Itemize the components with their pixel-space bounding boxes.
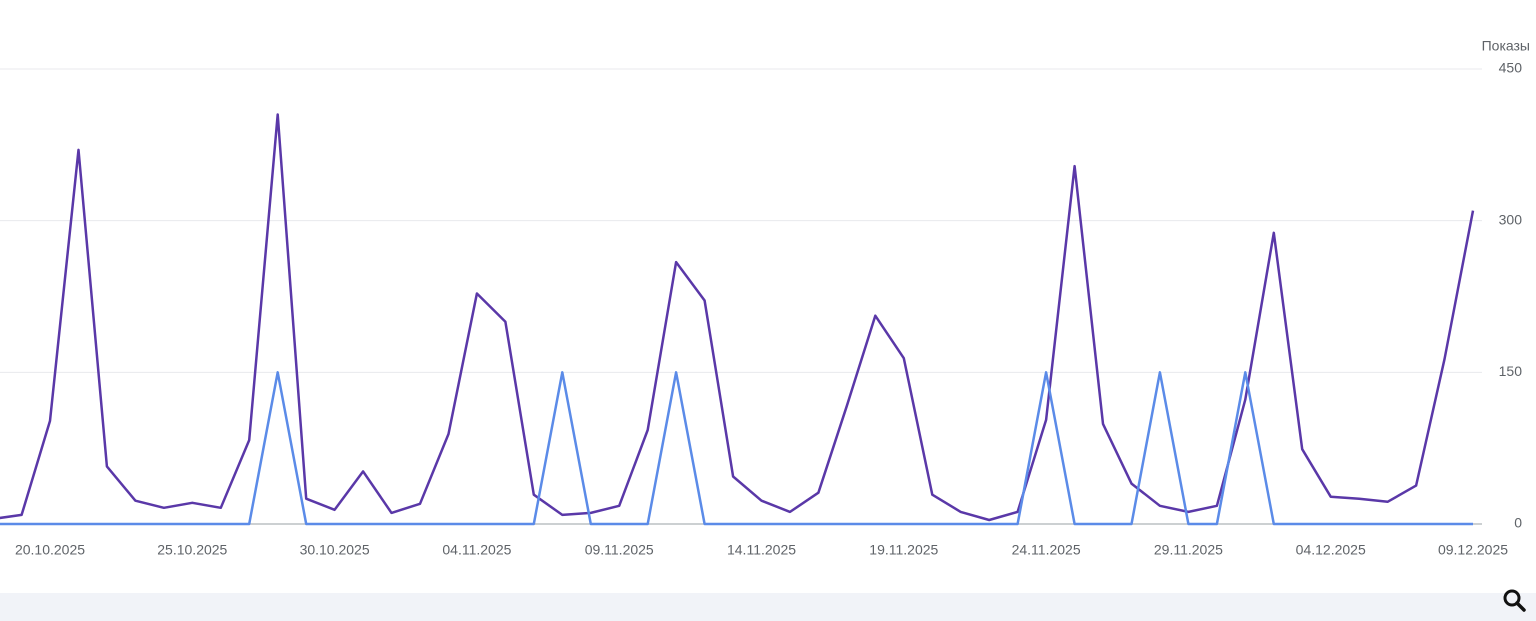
plot-area xyxy=(0,113,1475,526)
zoom-button[interactable] xyxy=(1503,589,1526,612)
y-tick-label: 450 xyxy=(1499,60,1523,76)
x-tick-label: 04.12.2025 xyxy=(1296,542,1366,558)
data-line xyxy=(0,113,1475,522)
zoom-icon-handle xyxy=(1515,601,1526,612)
x-tick-label: 29.11.2025 xyxy=(1154,542,1223,558)
y-tick-label: 0 xyxy=(1514,515,1522,531)
data-line xyxy=(0,371,1473,526)
y-tick-label: 150 xyxy=(1499,363,1523,379)
x-tick-label: 19.11.2025 xyxy=(869,542,938,558)
x-tick-label: 09.12.2025 xyxy=(1438,542,1508,558)
x-tick-label: 04.11.2025 xyxy=(442,542,511,558)
y-tick-label: 300 xyxy=(1499,211,1523,227)
x-tick-label: 24.11.2025 xyxy=(1012,542,1081,558)
scrollbar-track xyxy=(0,593,1536,621)
grid xyxy=(0,68,1482,525)
y-axis-label: Показы xyxy=(1482,38,1530,54)
x-tick-label: 14.11.2025 xyxy=(727,542,796,558)
x-tick-label: 25.10.2025 xyxy=(157,542,227,558)
x-tick-label: 09.11.2025 xyxy=(585,542,654,558)
x-tick-label: 20.10.2025 xyxy=(15,542,85,558)
x-tick-label: 30.10.2025 xyxy=(300,542,370,558)
zoom-icon xyxy=(1503,589,1521,607)
labels: 0 150 300 450 20.10.2025 25.10.2025 30.10.2025… xyxy=(15,60,1522,558)
